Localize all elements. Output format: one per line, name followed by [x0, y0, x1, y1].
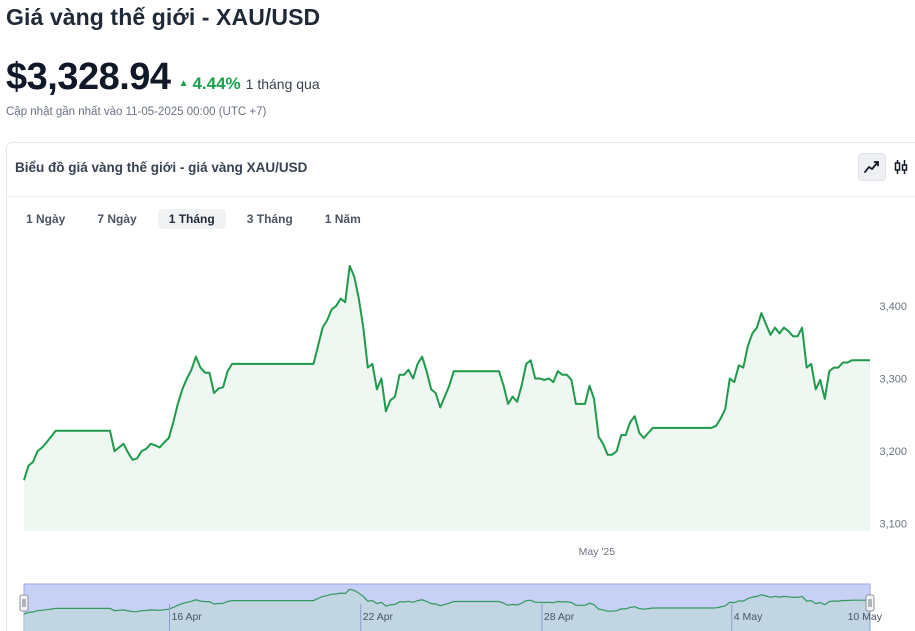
caret-up-icon: ▲	[178, 78, 189, 89]
price-change: ▲ 4.44% 1 tháng qua	[179, 74, 320, 94]
range-1-month[interactable]: 1 Tháng	[157, 209, 226, 229]
chart-card-title: Biểu đồ giá vàng thế giới - giá vàng XAU…	[15, 160, 308, 175]
price-area	[24, 265, 870, 531]
range-3-months[interactable]: 3 Tháng	[246, 212, 293, 226]
price-summary: $3,328.94 ▲ 4.44% 1 tháng qua	[6, 56, 320, 99]
navigator-label: 16 Apr	[172, 611, 203, 623]
y-tick-label: 3,300	[879, 374, 907, 386]
line-chart-toggle[interactable]	[858, 153, 886, 181]
range-1-year[interactable]: 1 Năm	[324, 212, 361, 226]
range-1-day[interactable]: 1 Ngày	[26, 212, 66, 226]
range-selector: 1 Ngày 7 Ngày 1 Tháng 3 Tháng 1 Năm	[15, 209, 382, 229]
navigator-line	[23, 588, 870, 615]
navigator-label: 22 Apr	[363, 611, 394, 623]
navigator-left-handle[interactable]	[19, 594, 29, 612]
candlestick-chart-toggle[interactable]	[887, 153, 915, 181]
navigator-right-handle[interactable]	[865, 594, 875, 612]
line-chart-icon	[864, 161, 879, 173]
navigator-label: 10 May	[848, 611, 883, 623]
y-tick-label: 3,100	[879, 519, 907, 531]
navigator-area	[24, 589, 870, 631]
x-tick-label: May '25	[579, 546, 616, 558]
y-tick-label: 3,200	[879, 446, 907, 458]
candlestick-icon	[894, 160, 908, 174]
navigator-label: 4 May	[734, 611, 763, 623]
range-7-days[interactable]: 7 Ngày	[97, 212, 137, 226]
last-updated: Cập nhật gần nhất vào 11-05-2025 00:00 (…	[6, 106, 267, 118]
change-percent: 4.44%	[192, 74, 241, 93]
current-price: $3,328.94	[6, 56, 171, 98]
page-title: Giá vàng thế giới - XAU/USD	[6, 4, 321, 30]
price-line	[23, 264, 870, 481]
y-tick-label: 3,400	[879, 301, 907, 313]
navigator-label: 28 Apr	[544, 611, 575, 623]
change-period: 1 tháng qua	[245, 76, 320, 92]
chart-card-header: Biểu đồ giá vàng thế giới - giá vàng XAU…	[7, 143, 915, 197]
